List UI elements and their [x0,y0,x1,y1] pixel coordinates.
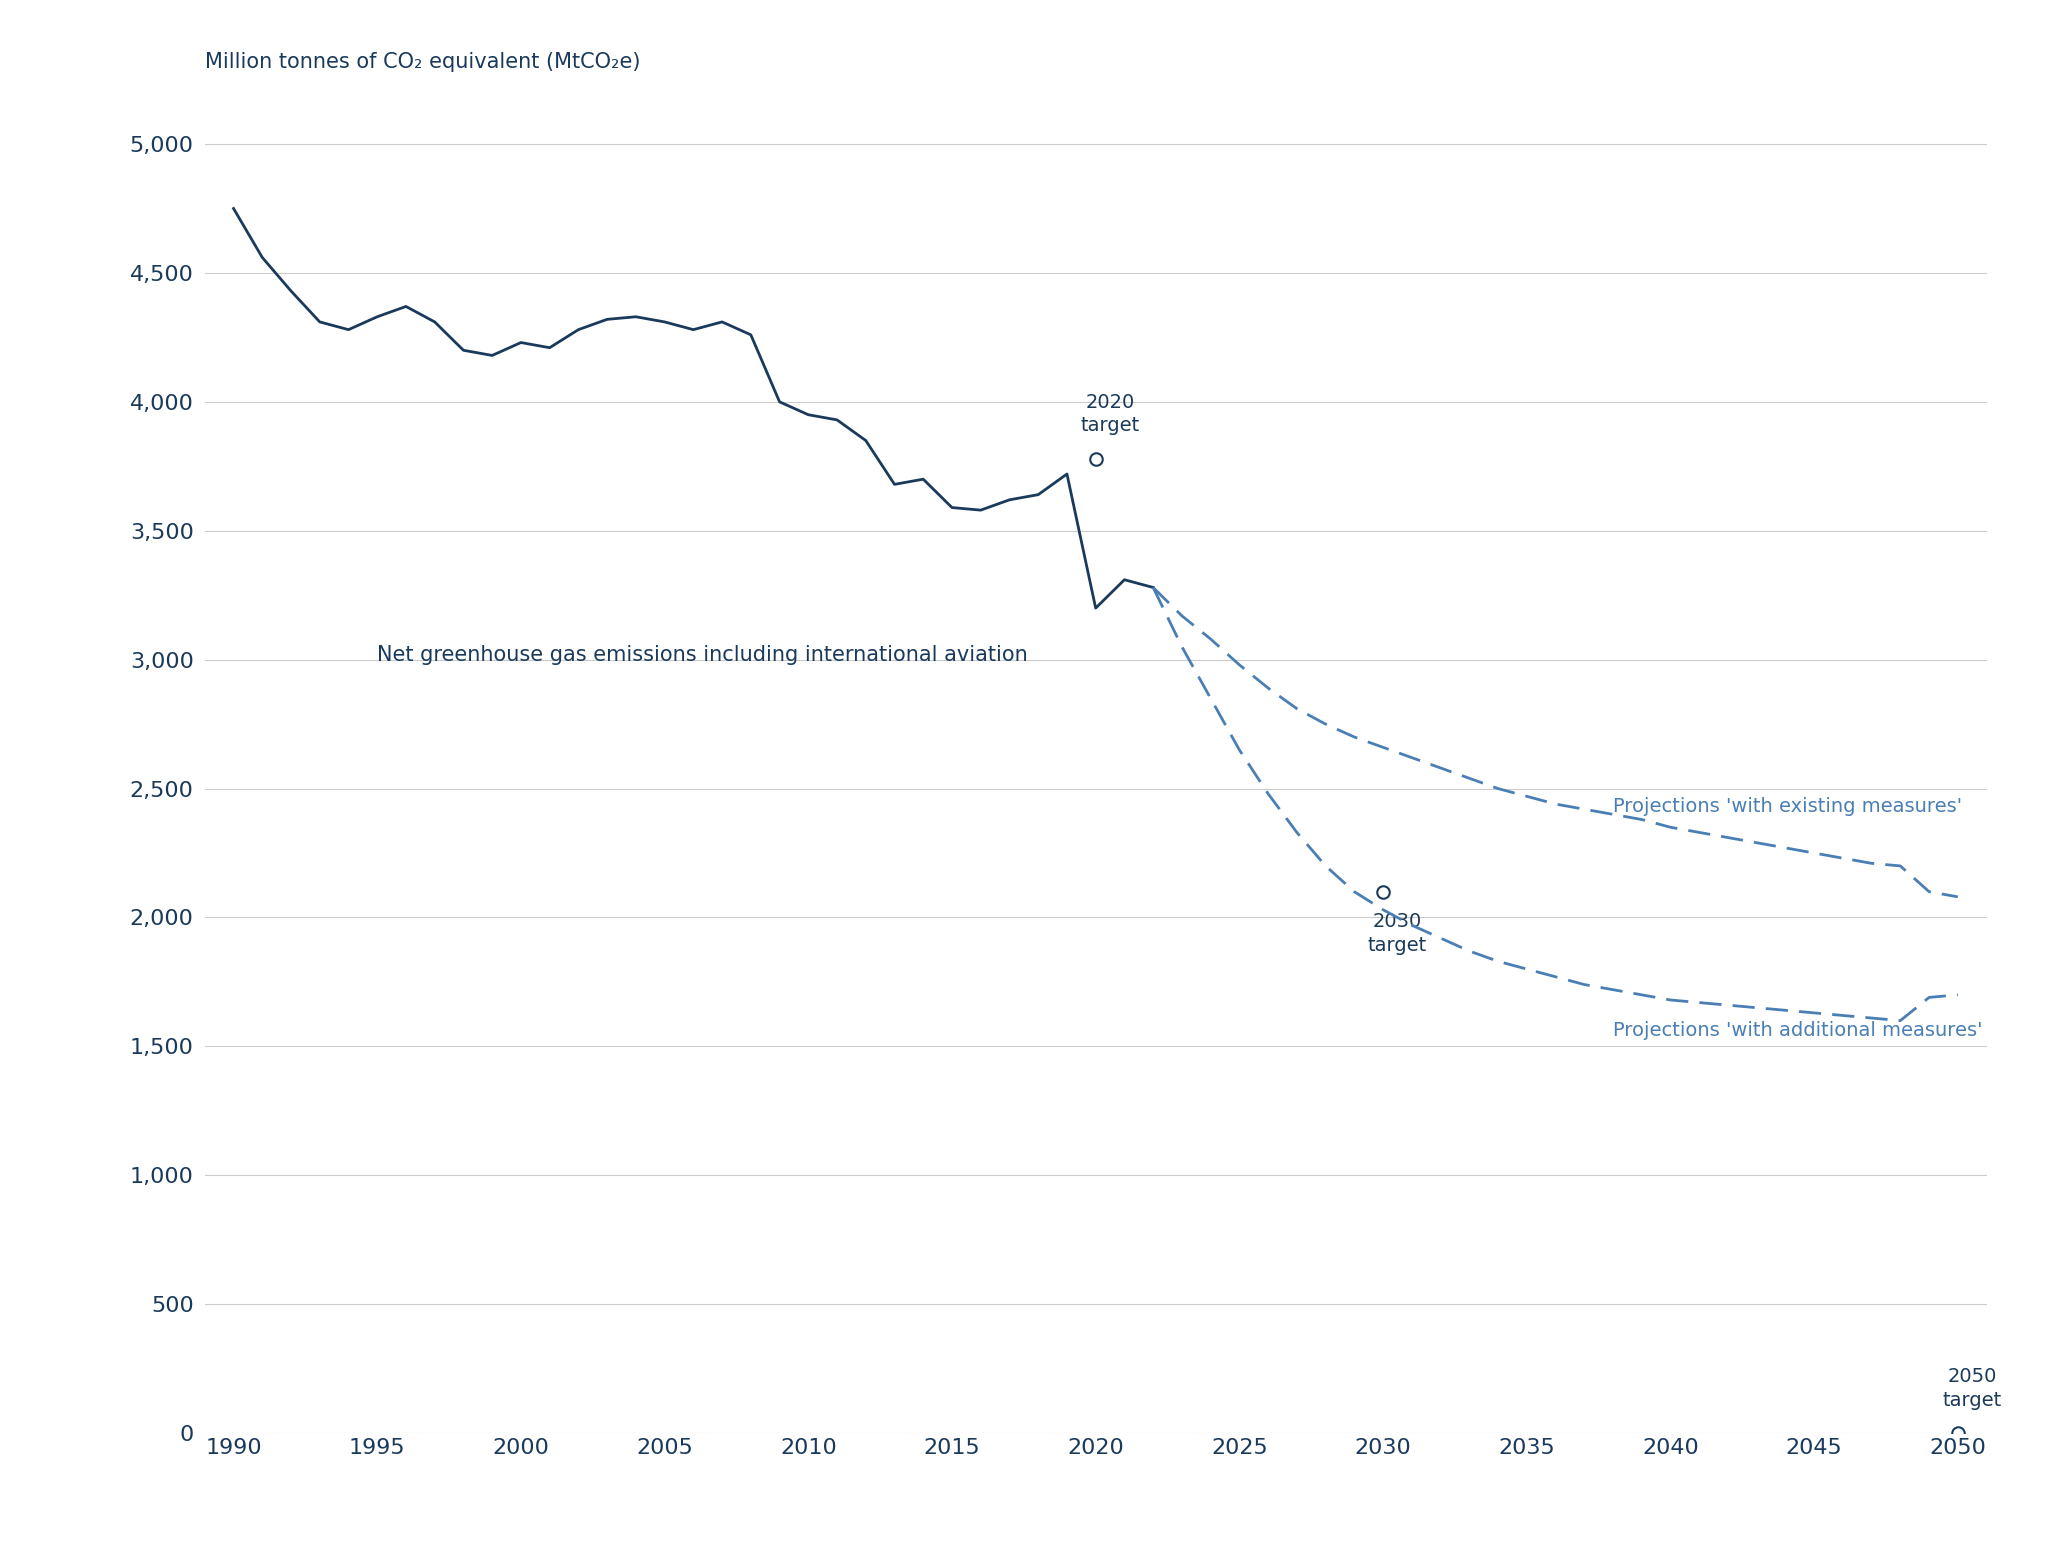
Text: 2030
target: 2030 target [1368,912,1427,955]
Text: Projections 'with additional measures': Projections 'with additional measures' [1614,1022,1982,1040]
Text: Million tonnes of CO₂ equivalent (MtCO₂e): Million tonnes of CO₂ equivalent (MtCO₂e… [205,52,641,72]
Text: 2020
target: 2020 target [1081,393,1139,436]
Text: Net greenhouse gas emissions including international aviation: Net greenhouse gas emissions including i… [377,644,1028,664]
Text: 2050
target: 2050 target [1944,1367,2001,1410]
Text: Projections 'with existing measures': Projections 'with existing measures' [1614,797,1962,817]
